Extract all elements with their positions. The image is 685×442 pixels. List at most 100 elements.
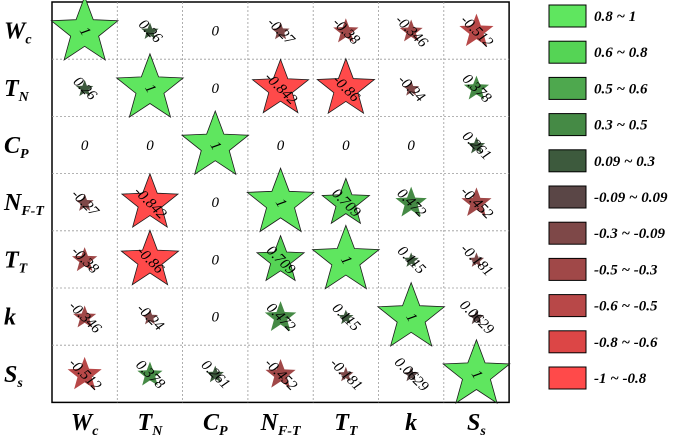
star-mark xyxy=(311,224,381,290)
cell-value-label: 0 xyxy=(212,81,220,97)
legend-label: -0.6 ~ -0.5 xyxy=(594,299,658,315)
column-labels: Wc TN CP NF-T TT k Ss xyxy=(71,410,487,439)
cell-value-label: 0 xyxy=(146,138,154,154)
star-mark xyxy=(120,172,180,228)
legend-label: 0.8 ~ 1 xyxy=(594,9,636,25)
cell-value-label: 0 xyxy=(407,138,415,154)
matrix-cell: 0 xyxy=(146,138,154,154)
legend-label: 0.3 ~ 0.5 xyxy=(594,118,648,134)
matrix-cell: 0.709 xyxy=(255,234,306,282)
legend-swatch xyxy=(548,113,587,137)
star-mark xyxy=(265,358,296,388)
cell-value-label: -0.346 xyxy=(65,298,104,337)
matrix-cell: 0.0629 xyxy=(391,355,432,396)
legend-entry: -0.3 ~ -0.09 xyxy=(548,221,666,245)
matrix-cell: 0 xyxy=(212,310,220,326)
legend-swatch xyxy=(548,76,587,100)
row-label: TT xyxy=(4,247,29,276)
legend: 0.8 ~ 1 0.6 ~ 0.8 0.5 ~ 0.6 0.3 ~ 0.5 0.09 ~… xyxy=(548,4,668,390)
legend-swatch xyxy=(548,330,587,354)
cell-value-label: 0 xyxy=(212,310,220,326)
matrix-cell: 1 xyxy=(115,52,185,119)
star-mark xyxy=(461,187,492,216)
column-label-sub: T xyxy=(349,424,359,439)
star-mark xyxy=(403,252,419,267)
star-mark xyxy=(403,80,420,96)
star-mark xyxy=(50,0,120,61)
star-mark xyxy=(442,338,511,405)
row-label-sub: N xyxy=(18,90,30,105)
legend-label: 0.09 ~ 0.3 xyxy=(594,154,656,170)
legend-entry: -1 ~ -0.8 xyxy=(548,366,647,390)
star-mark xyxy=(395,186,427,217)
star-mark xyxy=(333,18,359,43)
column-label: TT xyxy=(334,410,359,439)
star-mark xyxy=(115,52,185,119)
cell-value-label: 0.0629 xyxy=(456,297,497,338)
matrix-cell: 0 xyxy=(212,24,220,40)
matrix-cell: -0.24 xyxy=(133,301,167,335)
cell-value-label: 0.261 xyxy=(459,128,494,163)
matrix-cell: -0.452 xyxy=(261,355,300,394)
matrix-cell: 0.472 xyxy=(394,186,430,222)
star-mark xyxy=(206,365,224,383)
matrix-frame xyxy=(51,1,510,404)
cell-value-label: 0.472 xyxy=(394,186,430,222)
cell-value-label: 0.378 xyxy=(459,71,495,107)
star-mark xyxy=(141,22,159,39)
row-label: CP xyxy=(4,133,29,162)
column-label: Ss xyxy=(467,410,486,439)
legend-entry: 0.3 ~ 0.5 xyxy=(548,113,648,137)
star-mark xyxy=(264,301,297,331)
legend-label: 0.6 ~ 0.8 xyxy=(594,45,648,61)
star-mark xyxy=(76,79,94,97)
star-mark xyxy=(251,58,310,114)
column-label: k xyxy=(405,410,417,436)
matrix-cell: -0.86 xyxy=(316,57,376,115)
legend-swatch xyxy=(548,4,587,28)
cell-value-label: 0 xyxy=(212,252,220,268)
column-label: CP xyxy=(203,410,228,439)
matrix-cell: 1 xyxy=(442,338,511,405)
matrix-cell: -0.27 xyxy=(264,15,298,49)
matrix-cell: -0.38 xyxy=(329,15,363,49)
row-label-sub: T xyxy=(19,261,29,276)
star-mark xyxy=(271,22,290,40)
cell-value-label: 0.115 xyxy=(329,300,364,335)
matrix-cell: 0 xyxy=(81,138,89,154)
matrix-cell: 1 xyxy=(376,281,446,347)
column-label: Wc xyxy=(71,410,99,439)
matrix-cell: -0.346 xyxy=(65,298,104,337)
cell-value-label: -0.27 xyxy=(68,186,102,220)
column-label-sub: F-T xyxy=(277,424,302,439)
cell-value-label: -0.38 xyxy=(68,244,102,278)
legend-label: 0.5 ~ 0.6 xyxy=(594,81,648,97)
matrix-cell: 0.115 xyxy=(394,243,429,278)
matrix-cell: 1 xyxy=(311,224,381,290)
matrix-cell: 0 xyxy=(407,138,415,154)
matrix-cell: 0.472 xyxy=(263,300,299,336)
star-mark xyxy=(463,75,490,100)
star-mark xyxy=(376,281,446,347)
cell-value-label: -0.27 xyxy=(264,15,298,49)
matrix-cell: -0.842 xyxy=(120,172,180,228)
row-label: Wc xyxy=(4,19,32,48)
star-mark xyxy=(67,356,102,390)
matrix-cell: 1 xyxy=(50,0,120,61)
matrix-cell: 0.26 xyxy=(70,74,100,104)
matrix-cell: -0.512 xyxy=(457,12,496,51)
matrix-cell: 0.378 xyxy=(132,357,168,393)
matrix-cell: 1 xyxy=(246,167,315,233)
column-label-sub: s xyxy=(479,424,486,439)
star-mark xyxy=(316,57,376,115)
star-mark xyxy=(73,305,97,328)
cell-value-label: 0.26 xyxy=(70,74,100,104)
legend-label: -0.8 ~ -0.6 xyxy=(594,335,658,351)
matrix-cell: -0.181 xyxy=(457,241,496,280)
matrix-cell: -0.86 xyxy=(120,229,180,286)
row-label-sub: c xyxy=(25,33,32,48)
legend-entry: 0.5 ~ 0.6 xyxy=(548,76,648,100)
matrix-cell: 0.26 xyxy=(135,17,165,47)
legend-entry: 0.09 ~ 0.3 xyxy=(548,149,656,173)
cell-value-label: 0 xyxy=(212,195,220,211)
